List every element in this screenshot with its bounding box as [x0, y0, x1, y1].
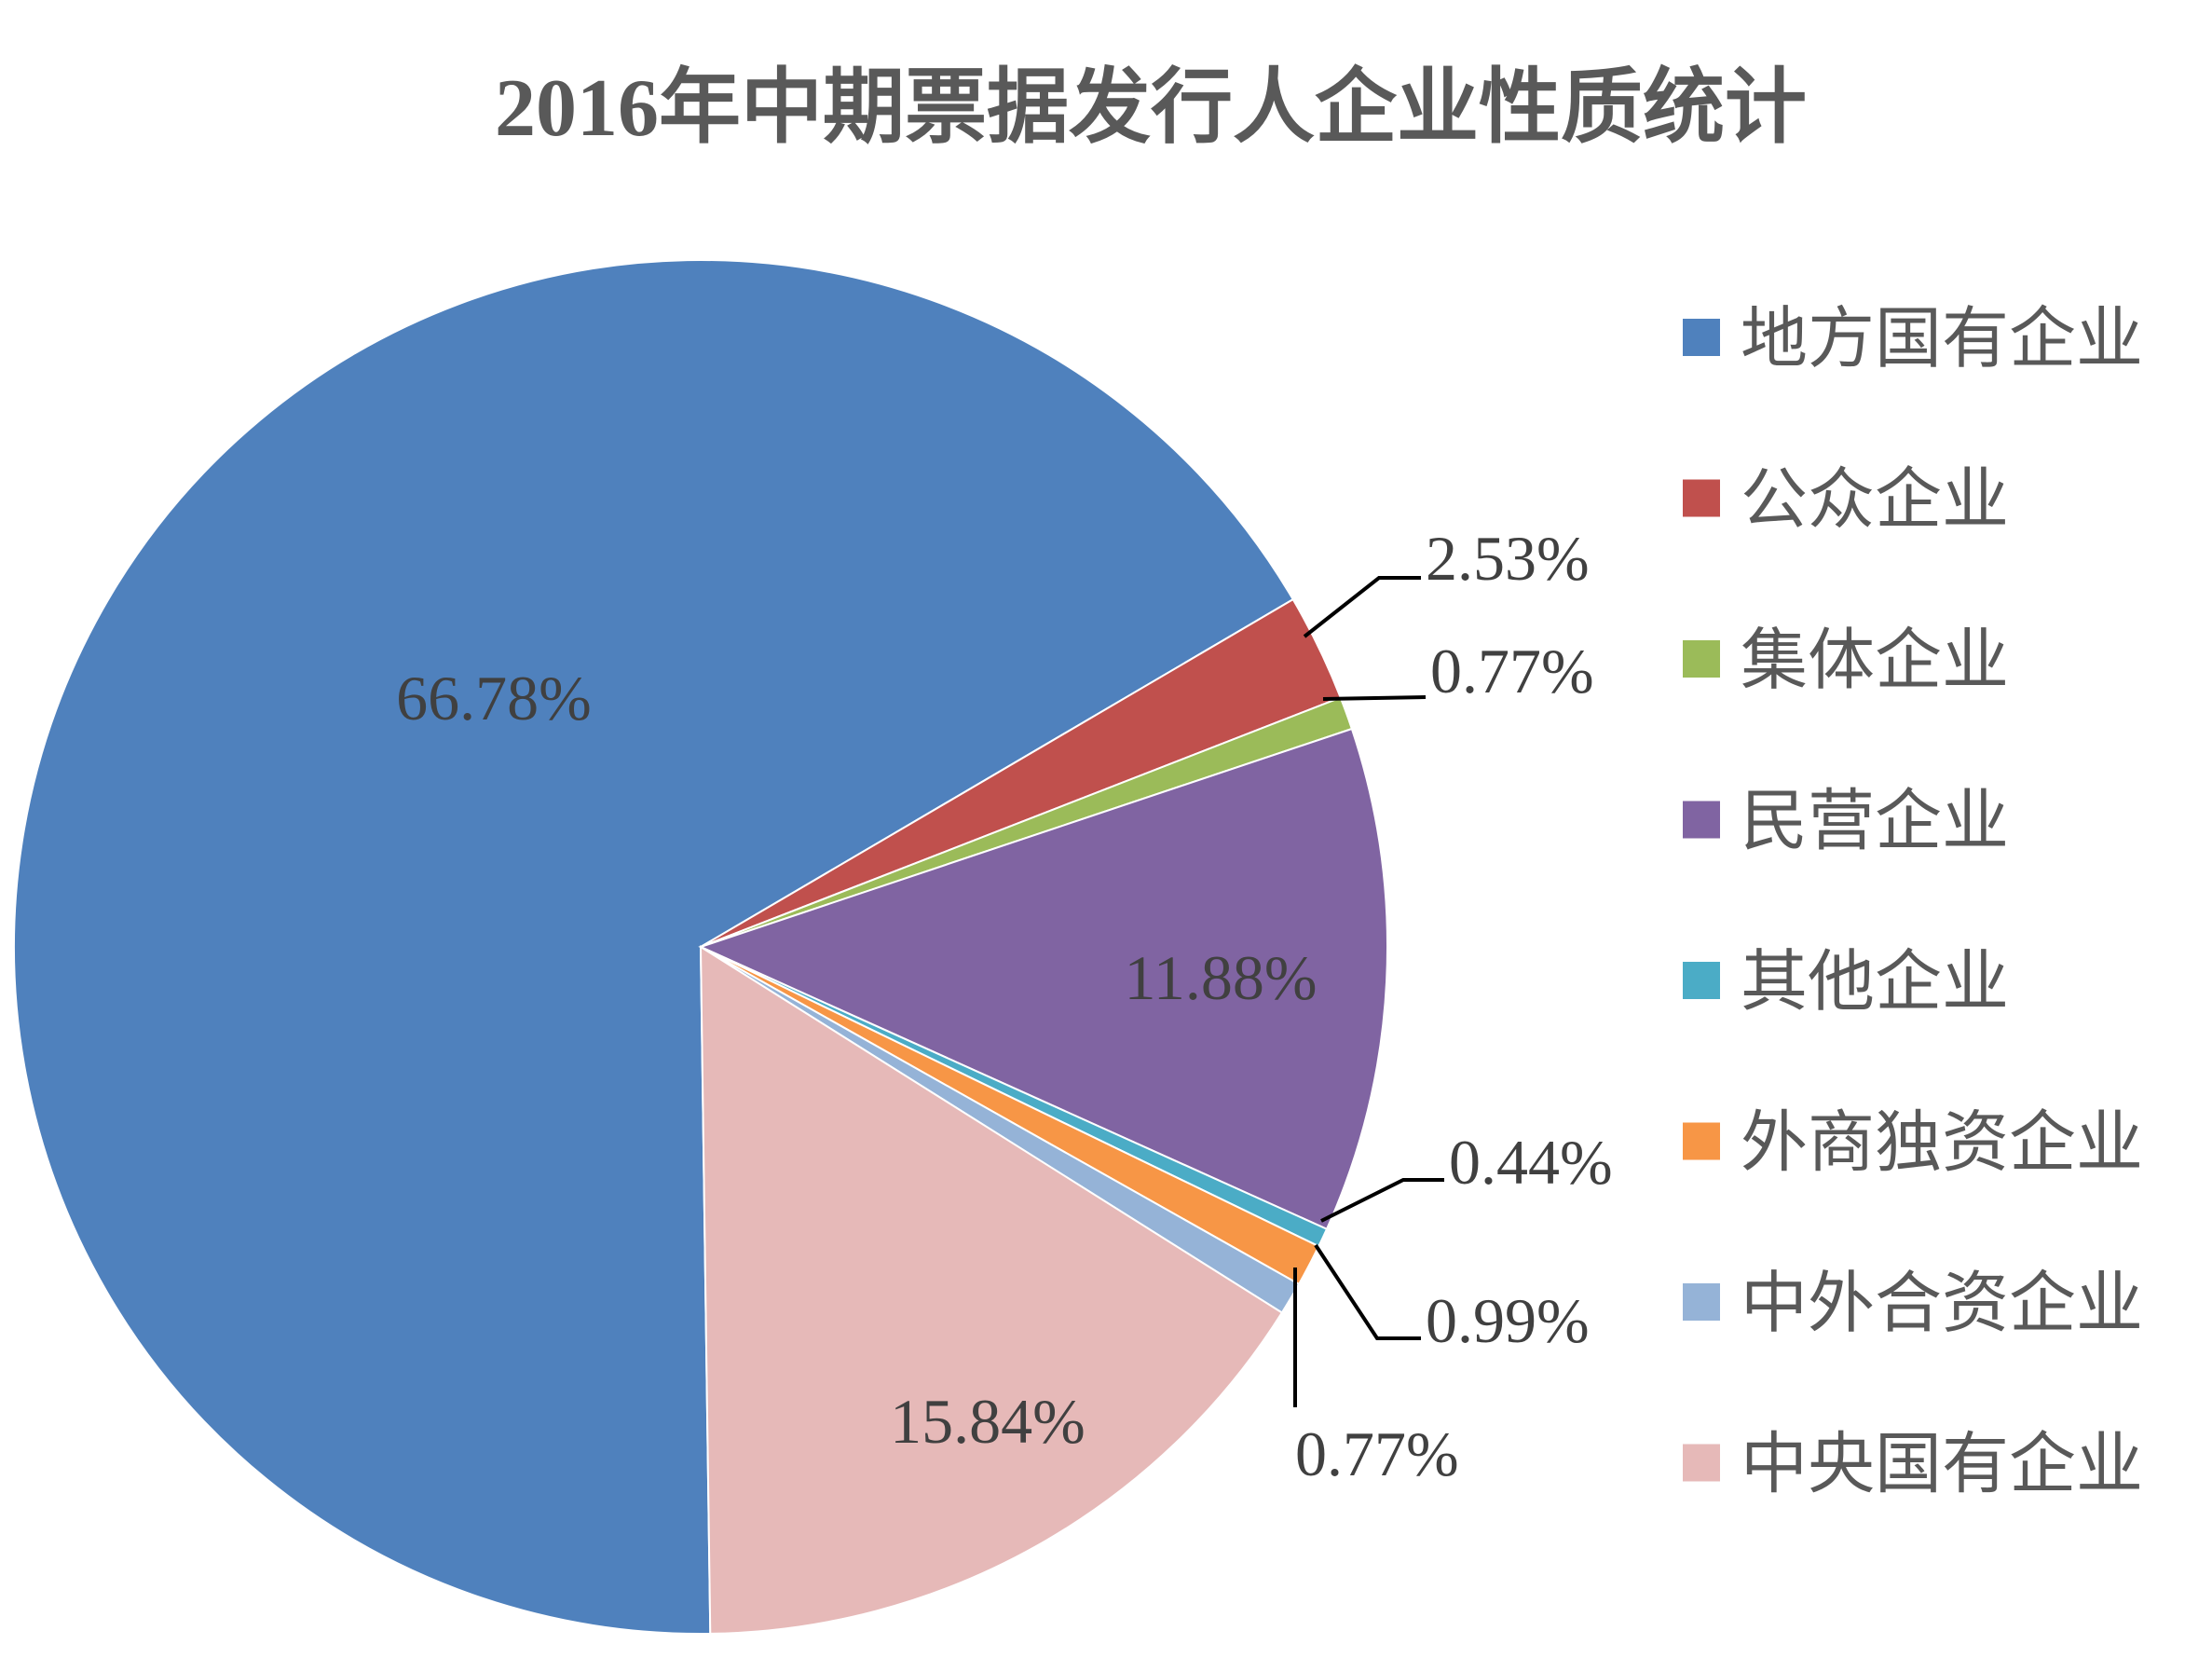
legend-item-6: 外商独资企业	[1683, 1106, 2143, 1181]
pie-slice-4	[698, 727, 1388, 1231]
leader-line-3	[1322, 695, 1427, 701]
legend-swatch-8	[1683, 1444, 1720, 1482]
legend-item-8: 中央国有企业	[1683, 1428, 2143, 1502]
legend-label-2: 公众企业	[1741, 463, 2009, 538]
legend-swatch-2	[1683, 479, 1720, 517]
data-labels: 66.78% 2.53% 0.77% 11.88% 0.44% 0.99% 0.77% 15.…	[396, 523, 1612, 1489]
data-label-2: 2.53%	[1426, 523, 1590, 594]
pie-slice-1	[13, 259, 1295, 1635]
legend-item-1: 地方国有企业	[1683, 302, 2143, 377]
legend-label-3: 集体企业	[1741, 623, 2009, 698]
data-label-3: 0.77%	[1430, 636, 1594, 706]
leader-line-6	[1314, 1243, 1421, 1340]
data-label-8: 15.84%	[890, 1386, 1086, 1457]
legend-swatch-6	[1683, 1122, 1720, 1160]
legend-label-5: 其他企业	[1741, 945, 2009, 1020]
legend-label-4: 民营企业	[1741, 785, 2009, 859]
leader-line-2	[1303, 576, 1421, 638]
data-label-7: 0.77%	[1295, 1418, 1459, 1489]
legend-swatch-5	[1683, 962, 1720, 999]
leader-lines	[1293, 576, 1444, 1407]
legend-label-8: 中央国有企业	[1741, 1428, 2143, 1502]
legend-item-7: 中外合资企业	[1683, 1267, 2143, 1341]
legend-item-5: 其他企业	[1683, 945, 2009, 1020]
pie-slice-8	[699, 945, 1284, 1635]
data-label-1: 66.78%	[396, 663, 592, 733]
legend-swatch-1	[1683, 319, 1720, 356]
legend-swatch-4	[1683, 801, 1720, 839]
pie-slices	[13, 259, 1388, 1635]
legend-swatch-3	[1683, 640, 1720, 678]
legend-label-6: 外商独资企业	[1741, 1106, 2143, 1181]
data-label-5: 0.44%	[1449, 1127, 1613, 1198]
legend-item-3: 集体企业	[1683, 623, 2009, 698]
legend-label-1: 地方国有企业	[1741, 302, 2143, 377]
legend-label-7: 中外合资企业	[1741, 1267, 2143, 1341]
leader-line-5	[1320, 1178, 1444, 1223]
data-label-4: 11.88%	[1124, 942, 1317, 1013]
legend-swatch-7	[1683, 1283, 1720, 1321]
chart-title: 2016年中期票据发行人企业性质统计	[495, 63, 1807, 154]
legend-item-2: 公众企业	[1683, 463, 2009, 538]
data-label-6: 0.99%	[1426, 1285, 1590, 1356]
legend-item-4: 民营企业	[1683, 785, 2009, 859]
